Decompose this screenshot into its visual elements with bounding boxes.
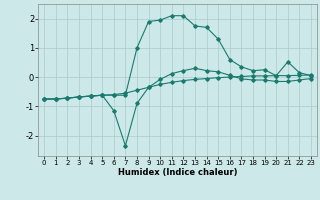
X-axis label: Humidex (Indice chaleur): Humidex (Indice chaleur)	[118, 168, 237, 177]
